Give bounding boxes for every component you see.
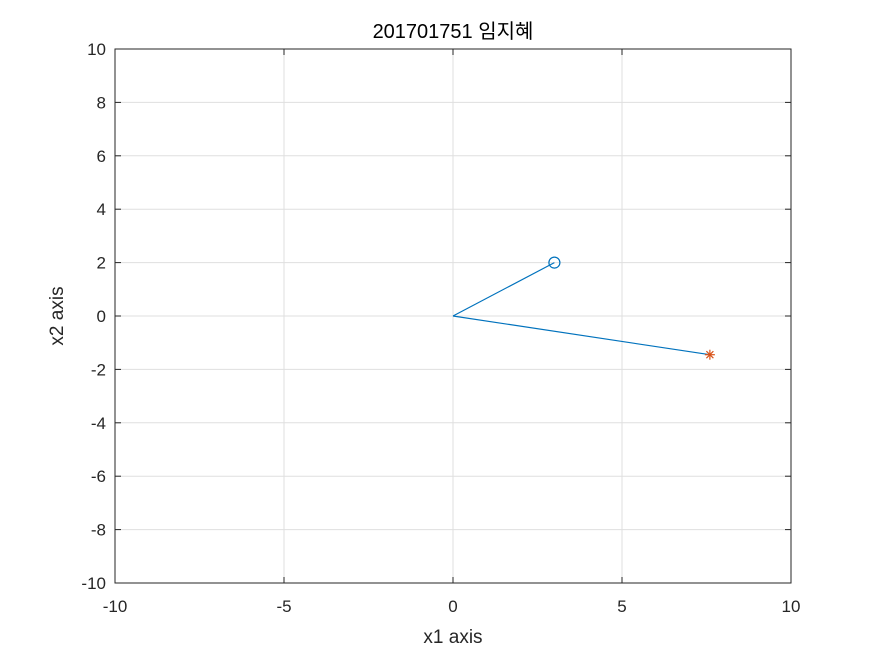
x-axis-label: x1 axis (423, 627, 482, 648)
series-line-1 (452, 262, 555, 317)
chart-title: 201701751 임지혜 (373, 20, 534, 43)
y-tick-label: 2 (97, 254, 106, 273)
y-tick-label: 0 (97, 307, 106, 326)
y-axis-label: x2 axis (47, 286, 68, 345)
series-layer (452, 256, 715, 360)
y-tick-label: 4 (97, 200, 106, 219)
y-tick-label: -2 (91, 360, 106, 379)
x-tick-label: -10 (103, 597, 128, 616)
y-tick-label: -10 (81, 574, 106, 593)
series-line-2 (452, 315, 710, 356)
asterisk-marker (704, 349, 715, 360)
x-tick-label: 10 (782, 597, 801, 616)
y-tick-label: -6 (91, 467, 106, 486)
y-tick-label: 6 (97, 147, 106, 166)
y-tick-label: -8 (91, 521, 106, 540)
x-tick-label: -5 (276, 597, 291, 616)
y-tick-label: -4 (91, 414, 106, 433)
y-tick-label: 8 (97, 93, 106, 112)
x-tick-label: 5 (617, 597, 626, 616)
y-tick-label: 10 (87, 40, 106, 59)
circle-marker (548, 256, 561, 269)
x-tick-label: 0 (448, 597, 457, 616)
ticks: -10 -5 0 5 10 -10 -8 -6 -4 -2 0 2 4 6 8 10 (81, 40, 800, 616)
